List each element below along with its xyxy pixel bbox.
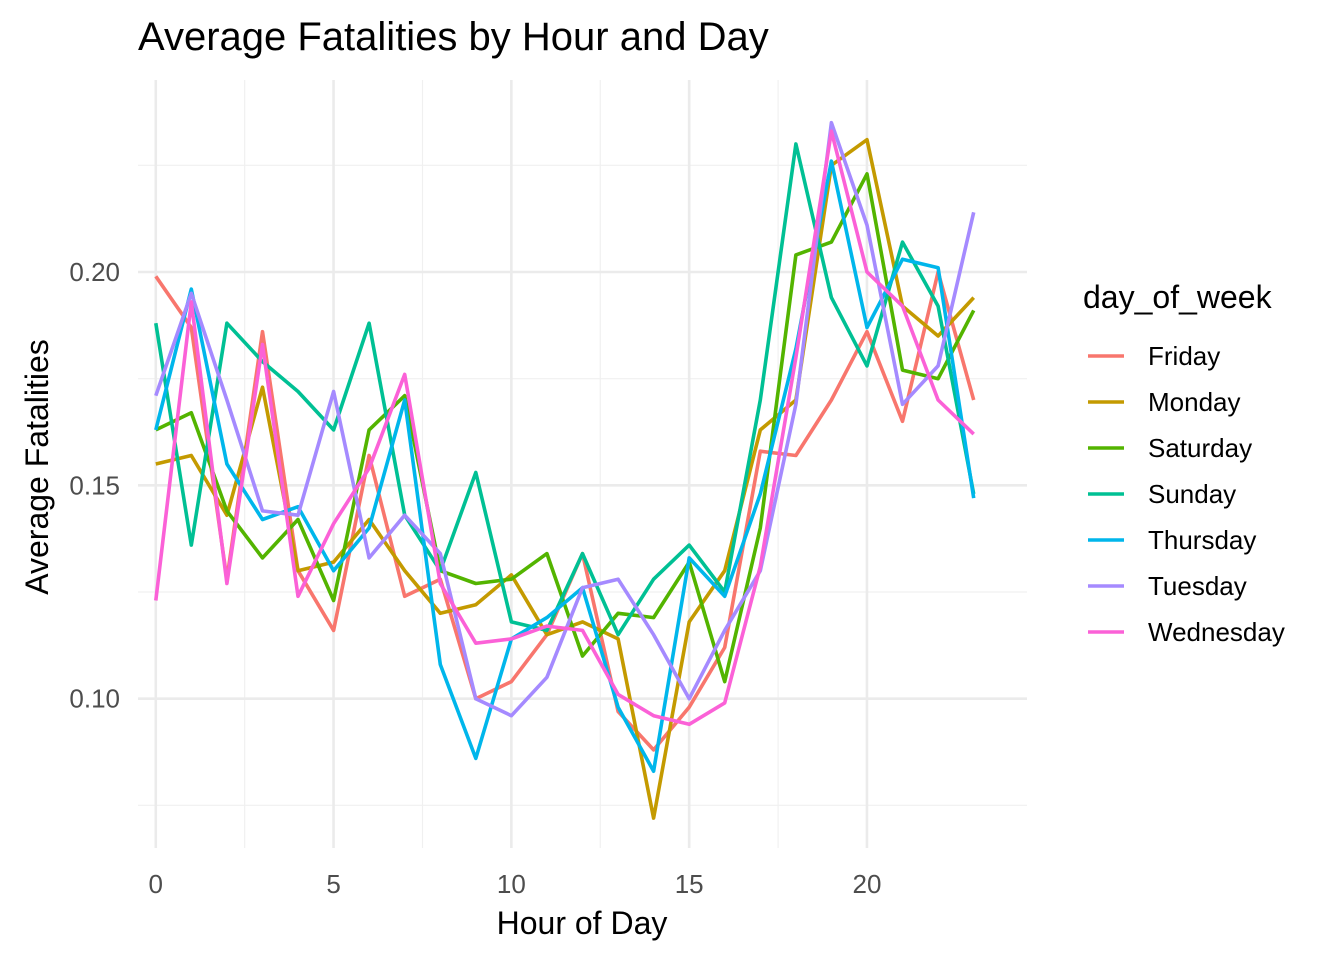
x-axis-title: Hour of Day xyxy=(497,905,668,941)
minor-gridlines xyxy=(138,80,1027,848)
series-line-monday xyxy=(155,137,976,820)
legend-item-tuesday: Tuesday xyxy=(1088,571,1247,601)
legend-label: Monday xyxy=(1148,387,1241,417)
series-line-sunday xyxy=(154,142,976,637)
legend-label: Saturday xyxy=(1148,433,1252,463)
legend-label: Sunday xyxy=(1148,479,1236,509)
chart-title: Average Fatalities by Hour and Day xyxy=(138,15,769,59)
y-axis-title: Average Fatalities xyxy=(19,339,55,595)
legend-label: Tuesday xyxy=(1148,571,1247,601)
y-tick-label: 0.10 xyxy=(69,684,120,714)
x-tick-label: 15 xyxy=(675,869,704,899)
legend-item-friday: Friday xyxy=(1088,341,1220,371)
x-tick-label: 20 xyxy=(853,869,882,899)
legend-item-thursday: Thursday xyxy=(1088,525,1256,555)
legend-title: day_of_week xyxy=(1083,279,1273,315)
legend-item-sunday: Sunday xyxy=(1088,479,1236,509)
legend-item-saturday: Saturday xyxy=(1088,433,1252,463)
legend-items: Friday Monday Saturday Sunday Thursday Tuesda… xyxy=(1088,341,1285,647)
series-line-friday xyxy=(154,270,976,752)
series-line-thursday xyxy=(154,159,976,774)
series-line-wednesday xyxy=(154,129,975,727)
major-gridlines xyxy=(138,80,1027,848)
y-tick-label: 0.15 xyxy=(69,470,120,500)
legend-item-monday: Monday xyxy=(1088,387,1241,417)
x-tick-label: 0 xyxy=(149,869,163,899)
x-tick-labels: 0 5 10 15 20 xyxy=(149,869,882,899)
legend-label: Thursday xyxy=(1148,525,1256,555)
legend-item-wednesday: Wednesday xyxy=(1088,617,1285,647)
x-tick-label: 5 xyxy=(326,869,340,899)
x-tick-label: 10 xyxy=(497,869,526,899)
series-lines xyxy=(154,120,976,820)
legend-label: Wednesday xyxy=(1148,617,1285,647)
legend: day_of_week Friday Monday Saturday Sunday Th… xyxy=(1083,279,1285,647)
y-tick-labels: 0.10 0.15 0.20 xyxy=(69,257,120,714)
legend-label: Friday xyxy=(1148,341,1220,371)
series-line-tuesday xyxy=(154,120,976,718)
y-tick-label: 0.20 xyxy=(69,257,120,287)
